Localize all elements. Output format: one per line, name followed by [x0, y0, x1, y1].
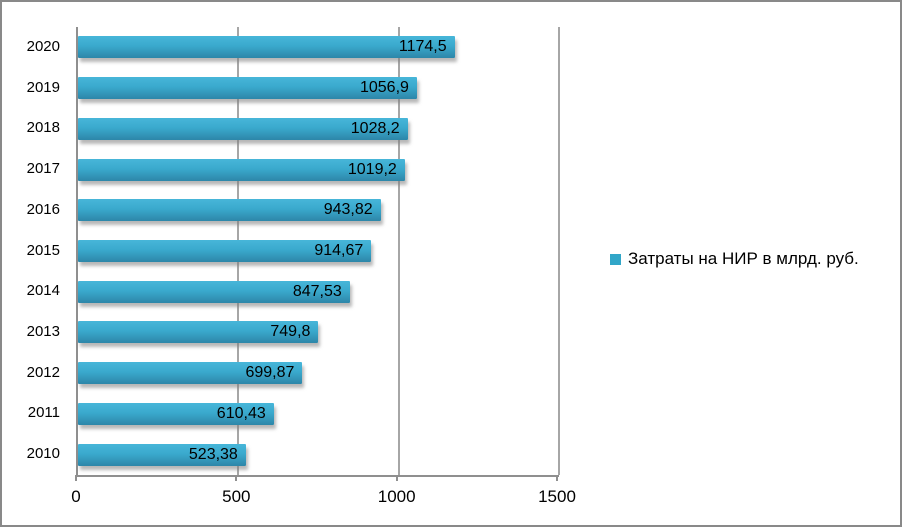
bar-value-label: 1028,2 [350, 119, 400, 137]
bar-2019[interactable]: 1056,9 [78, 77, 417, 100]
x-axis: 0 500 1000 1500 [71, 475, 576, 515]
bar-row: 749,8 [78, 312, 559, 353]
gridline [397, 27, 400, 475]
gridline [558, 27, 560, 475]
bar-2014[interactable]: 847,53 [78, 280, 350, 303]
bar-2020[interactable]: 1174,5 [78, 36, 455, 59]
bar-2015[interactable]: 914,67 [78, 239, 372, 262]
y-axis-labels: 2020 2019 2018 2017 2016 2015 2014 2013 2012 2011… [2, 27, 60, 475]
bar-row: 1174,5 [78, 27, 559, 68]
bar-value-label: 1019,2 [347, 160, 397, 178]
x-axis-label: 1000 [377, 487, 416, 506]
bar-value-label: 847,53 [292, 282, 342, 300]
bar-row: 610,43 [78, 393, 559, 434]
legend-label: Затраты на НИР в млрд. руб. [628, 249, 859, 268]
y-axis-label: 2010 [26, 445, 60, 463]
y-axis-label: 2018 [26, 119, 60, 137]
bar-row: 1056,9 [78, 68, 559, 109]
bar-value-label: 699,87 [245, 364, 295, 382]
bar-row: 1019,2 [78, 149, 559, 190]
bar-row: 847,53 [78, 271, 559, 312]
y-axis-label: 2011 [27, 404, 60, 422]
bar-value-label: 610,43 [216, 404, 266, 422]
y-axis-label: 2020 [26, 38, 60, 55]
bar-value-label: 1174,5 [398, 38, 447, 56]
y-axis-label: 2012 [26, 363, 60, 381]
bar-value-label: 943,82 [323, 201, 373, 219]
legend-marker-icon [610, 253, 621, 265]
bar-2011[interactable]: 610,43 [78, 402, 274, 425]
x-axis-tick [75, 475, 77, 481]
bar-row: 914,67 [78, 231, 559, 272]
bar-row: 699,87 [78, 353, 559, 394]
x-axis-label: 500 [222, 487, 251, 506]
bar-value-label: 749,8 [270, 323, 311, 341]
y-axis-label: 2016 [26, 200, 60, 218]
bar-row: 523,38 [78, 434, 559, 475]
x-axis-tick [395, 475, 398, 481]
legend[interactable]: Затраты на НИР в млрд. руб. [610, 249, 859, 269]
bar-2016[interactable]: 943,82 [78, 199, 381, 222]
y-axis-label: 2014 [26, 282, 60, 300]
bar-row: 1028,2 [78, 108, 559, 149]
x-axis-tick [235, 475, 238, 481]
y-axis-label: 2019 [26, 78, 60, 96]
bar-2010[interactable]: 523,38 [78, 443, 246, 466]
bar-2017[interactable]: 1019,2 [78, 158, 405, 181]
x-axis-label: 0 [71, 487, 81, 506]
bar-value-label: 523,38 [188, 445, 238, 463]
y-axis-label: 2013 [26, 323, 60, 341]
bar-value-label: 914,67 [314, 241, 364, 259]
bar-row: 943,82 [78, 190, 559, 231]
bar-2013[interactable]: 749,8 [78, 321, 319, 344]
bar-2012[interactable]: 699,87 [78, 362, 303, 385]
plot-area: 1174,5 1056,9 1028,2 1019,2 943,82 914,67 847,… [76, 27, 560, 477]
bar-2018[interactable]: 1028,2 [78, 117, 408, 140]
x-axis-label: 1500 [538, 487, 576, 506]
bar-value-label: 1056,9 [359, 79, 409, 97]
y-axis-label: 2017 [26, 160, 60, 178]
x-axis-tick [556, 475, 558, 481]
y-axis-label: 2015 [26, 241, 60, 259]
